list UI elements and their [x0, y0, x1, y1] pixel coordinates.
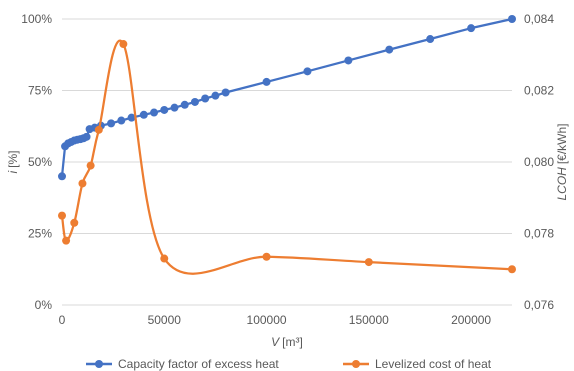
series-line	[60, 17, 513, 177]
y-left-tick-label: 75%	[28, 84, 52, 98]
y-right-tick-label: 0,082	[524, 84, 554, 98]
y-left-tick-label: 50%	[28, 155, 52, 169]
x-tick-labels: 0 50000 100000 150000 200000	[59, 313, 492, 327]
data-point	[127, 113, 136, 122]
data-point	[190, 97, 199, 106]
data-point	[467, 24, 476, 33]
data-point	[385, 45, 394, 54]
data-point	[344, 56, 353, 65]
x-tick-label: 150000	[349, 313, 389, 327]
series-levelized-cost	[58, 39, 516, 275]
x-tick-label: 50000	[148, 313, 182, 327]
x-tick-label: 200000	[451, 313, 491, 327]
data-point	[150, 108, 159, 117]
y-right-tick-labels: 0,076 0,078 0,080 0,082 0,084	[524, 12, 554, 312]
data-point	[58, 172, 66, 181]
data-point	[94, 125, 103, 134]
data-point	[160, 105, 169, 114]
x-tick-label: 0	[59, 313, 66, 327]
data-point	[262, 77, 271, 86]
data-point	[160, 254, 169, 263]
data-point	[303, 67, 312, 76]
data-point	[119, 40, 128, 49]
legend-label-capacity-factor: Capacity factor of excess heat	[118, 357, 279, 371]
x-axis-title: V [m³]	[271, 335, 303, 349]
data-point	[211, 91, 220, 100]
y-left-tick-label: 25%	[28, 227, 52, 241]
y-left-tick-label: 100%	[21, 12, 52, 26]
y-right-axis-title: LCOH[€/kWh]	[555, 123, 569, 200]
data-point	[426, 35, 435, 44]
series-layer	[58, 15, 516, 275]
series-capacity-factor	[58, 15, 516, 181]
data-point	[139, 110, 148, 119]
data-point	[82, 132, 91, 141]
y-right-tick-label: 0,078	[524, 227, 554, 241]
data-point	[262, 252, 271, 261]
legend: Capacity factor of excess heat Levelized…	[86, 357, 492, 371]
data-point	[508, 265, 516, 274]
y-right-tick-label: 0,076	[524, 298, 554, 312]
y-left-axis-title: i[%]	[6, 150, 20, 173]
data-point	[86, 161, 95, 170]
x-tick-label: 100000	[247, 313, 287, 327]
legend-label-levelized-cost: Levelized cost of heat	[375, 357, 492, 371]
y-left-tick-label: 0%	[35, 298, 53, 312]
legend-item-capacity-factor: Capacity factor of excess heat	[86, 357, 279, 371]
data-point	[364, 258, 373, 267]
data-point	[201, 94, 210, 103]
legend-marker-capacity-factor	[95, 360, 103, 368]
legend-item-levelized-cost: Levelized cost of heat	[343, 357, 492, 371]
data-point	[62, 236, 71, 245]
data-point	[180, 100, 189, 109]
data-point	[107, 119, 116, 128]
legend-marker-levelized-cost	[352, 360, 360, 368]
data-point	[117, 116, 126, 125]
data-point	[70, 218, 79, 227]
data-point	[78, 179, 87, 188]
y-right-tick-label: 0,084	[524, 12, 554, 26]
y-right-tick-label: 0,080	[524, 155, 554, 169]
data-point	[221, 88, 230, 97]
data-point	[508, 15, 516, 23]
data-point	[170, 103, 179, 112]
data-point	[58, 211, 66, 220]
gridlines	[62, 18, 512, 234]
y-left-tick-labels: 0% 25% 50% 75% 100%	[21, 12, 52, 312]
